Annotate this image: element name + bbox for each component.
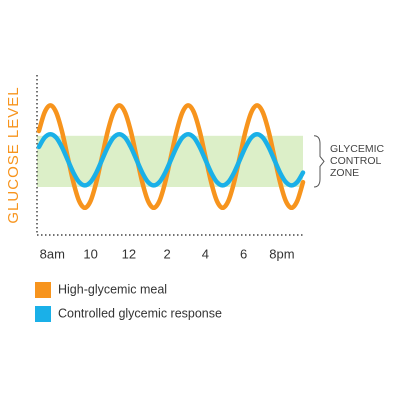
x-tick-label: 8am bbox=[40, 246, 65, 261]
legend-label: Controlled glycemic response bbox=[58, 306, 222, 320]
x-tick-label: 4 bbox=[202, 246, 209, 261]
y-axis-label: GLUCOSE LEVEL bbox=[5, 86, 22, 223]
x-tick-label: 8pm bbox=[269, 246, 294, 261]
series-line bbox=[36, 131, 306, 188]
zone-label: ZONE bbox=[330, 167, 359, 179]
zone-label: CONTROL bbox=[330, 155, 381, 167]
legend-label: High-glycemic meal bbox=[58, 282, 167, 296]
x-tick-label: 10 bbox=[83, 246, 97, 261]
x-tick-label: 12 bbox=[122, 246, 136, 261]
zone-label: GLYCEMIC bbox=[330, 143, 384, 155]
zone-bracket bbox=[313, 135, 325, 188]
x-tick-label: 6 bbox=[240, 246, 247, 261]
legend-swatch bbox=[35, 306, 51, 322]
x-tick-label: 2 bbox=[164, 246, 171, 261]
legend-swatch bbox=[35, 282, 51, 298]
